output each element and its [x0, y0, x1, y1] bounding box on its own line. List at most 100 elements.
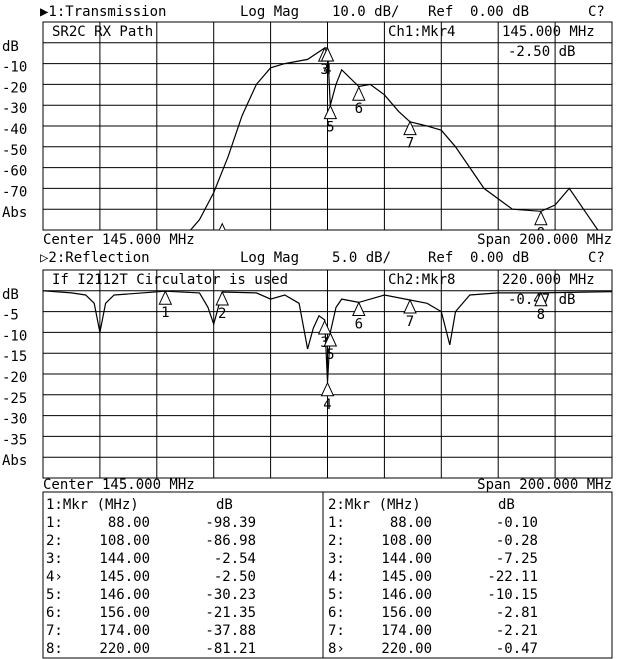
table-cell: 146.00 — [99, 587, 150, 603]
table-cell: -22.11 — [487, 569, 538, 585]
y-tick-label: -50 — [2, 143, 27, 159]
table-cell: -21.35 — [205, 605, 256, 621]
table-cell: -86.98 — [205, 533, 256, 549]
table-cell: -0.10 — [496, 515, 538, 531]
y-tick-label: -5 — [2, 308, 19, 324]
header-text: 5.0 dB/ — [332, 250, 391, 266]
table-cell: -2.50 — [214, 569, 256, 585]
header-text: 0.00 dB — [470, 4, 529, 20]
table-cell: -0.47 — [496, 641, 538, 657]
header-text: Ref — [428, 4, 453, 20]
marker — [218, 222, 226, 230]
header-text: Log Mag — [240, 4, 299, 20]
table-frame — [42, 491, 613, 659]
table-cell: 220.00 — [99, 641, 150, 657]
center-label: Center 145.000 MHz — [43, 477, 195, 493]
y-tick-label: dB — [2, 39, 19, 55]
annotation: Ch2:Mkr8 — [388, 272, 455, 288]
y-tick-label: -10 — [2, 60, 27, 76]
marker-label: 2 — [218, 238, 226, 254]
marker-label: 7 — [406, 314, 414, 330]
y-tick-label: -70 — [2, 184, 27, 200]
marker — [352, 86, 366, 101]
table-cell: -10.15 — [487, 587, 538, 603]
table-cell: 174.00 — [99, 623, 150, 639]
marker-label: 5 — [326, 347, 334, 363]
table-cell: 4: — [328, 569, 345, 585]
span-label: Span 200.000 MHz — [477, 232, 612, 248]
table-cell: 108.00 — [99, 533, 150, 549]
table-cell: 3: — [328, 551, 345, 567]
marker-label: 8 — [537, 226, 545, 242]
annotation: Ch1:Mkr4 — [388, 24, 455, 40]
span-label: Span 200.000 MHz — [477, 477, 612, 493]
table-header: dB — [216, 497, 233, 513]
center-label: Center 145.000 MHz — [43, 232, 195, 248]
table-cell: 1: — [46, 515, 63, 531]
marker — [352, 301, 366, 316]
marker-label: 5 — [326, 120, 334, 136]
table-cell: 2: — [46, 533, 63, 549]
table-cell: 5: — [46, 587, 63, 603]
table-cell: 174.00 — [381, 623, 432, 639]
table-cell: -30.23 — [205, 587, 256, 603]
table-cell: 3: — [46, 551, 63, 567]
table-cell: 8› — [328, 641, 345, 657]
header-text: ▶1:Transmission — [40, 4, 166, 20]
marker-label: 6 — [355, 316, 363, 332]
header-text: Ref — [428, 250, 453, 266]
marker-label: 7 — [406, 136, 414, 152]
table-cell: -37.88 — [205, 623, 256, 639]
y-tick-label: -30 — [2, 412, 27, 428]
marker — [534, 291, 548, 307]
y-tick-label: -20 — [2, 370, 27, 386]
table-cell: 108.00 — [381, 533, 432, 549]
marker-label: 2 — [218, 306, 226, 322]
table-header: 2:Mkr (MHz) — [328, 497, 421, 513]
header-text: Log Mag — [240, 250, 299, 266]
marker-label: 1 — [161, 305, 169, 321]
table-cell: 7: — [46, 623, 63, 639]
table-header: dB — [498, 497, 515, 513]
table-cell: -0.28 — [496, 533, 538, 549]
table-cell: -2.21 — [496, 623, 538, 639]
y-tick-label: Abs — [2, 453, 27, 469]
marker — [320, 46, 335, 62]
header-text: ▷2:Reflection — [40, 250, 150, 266]
marker — [317, 319, 332, 335]
table-cell: 145.00 — [99, 569, 150, 585]
y-tick-label: -35 — [2, 432, 27, 448]
header-text: C? — [588, 4, 605, 20]
table-cell: 2: — [328, 533, 345, 549]
y-tick-label: Abs — [2, 205, 27, 221]
table-cell: 156.00 — [99, 605, 150, 621]
table-cell: -2.81 — [496, 605, 538, 621]
table-cell: 7: — [328, 623, 345, 639]
y-tick-label: -15 — [2, 349, 27, 365]
marker — [534, 210, 548, 226]
table-cell: -2.54 — [214, 551, 256, 567]
marker — [403, 120, 417, 136]
trace — [189, 47, 600, 230]
marker — [215, 290, 230, 306]
trace — [43, 290, 612, 383]
table-cell: 1: — [328, 515, 345, 531]
header-text: 0.00 dB — [470, 250, 529, 266]
annotation: SR2C RX Path — [52, 24, 153, 40]
marker — [403, 298, 417, 314]
annotation: 145.000 MHz — [502, 24, 595, 40]
table-cell: 144.00 — [381, 551, 432, 567]
table-cell: 156.00 — [381, 605, 432, 621]
marker — [320, 381, 335, 397]
table-cell: 6: — [328, 605, 345, 621]
annotation: -2.50 dB — [508, 44, 575, 60]
header-text: C? — [588, 250, 605, 266]
table-cell: -7.25 — [496, 551, 538, 567]
table-cell: 220.00 — [381, 641, 432, 657]
y-tick-label: -25 — [2, 391, 27, 407]
table-cell: 145.00 — [381, 569, 432, 585]
table-cell: 8: — [46, 641, 63, 657]
